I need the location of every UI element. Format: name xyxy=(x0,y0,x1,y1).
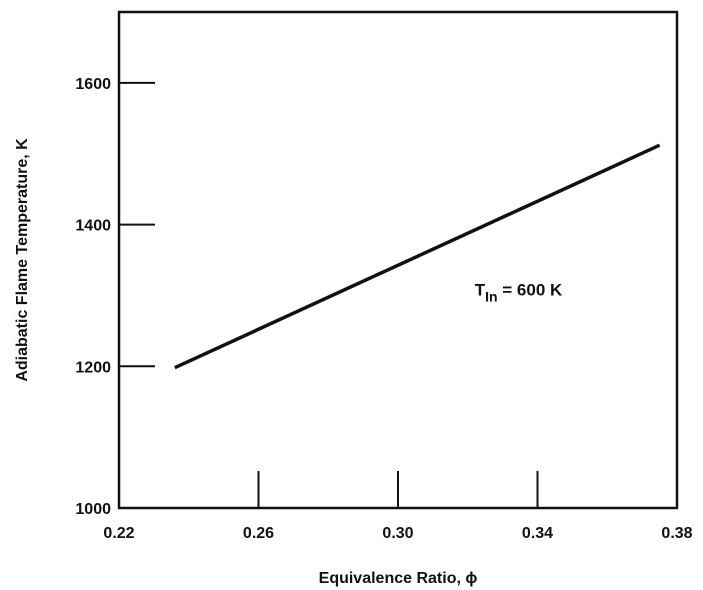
x-tick-label-0.34: 0.34 xyxy=(522,525,553,542)
y-tick-label-1200: 1200 xyxy=(75,359,111,376)
y-tick-label-1000: 1000 xyxy=(75,501,111,518)
y-axis-ticks xyxy=(119,81,155,368)
annotation-rest: = 600 K xyxy=(498,280,563,299)
x-axis-tick-labels: 0.22 0.26 0.30 0.34 0.38 xyxy=(103,525,692,542)
x-axis-title: Equivalence Ratio, ϕ xyxy=(319,570,478,587)
annotation-main: T xyxy=(475,280,486,299)
y-axis-tick-labels: 1000 1200 1400 1600 xyxy=(75,76,111,518)
x-tick-label-0.26: 0.26 xyxy=(243,525,274,542)
x-axis-ticks xyxy=(257,471,539,508)
y-axis-title: Adiabatic Flame Temperature, K xyxy=(14,138,31,382)
plot-frame xyxy=(117,10,679,510)
x-tick-label-0.30: 0.30 xyxy=(382,525,413,542)
x-tick-label-0.22: 0.22 xyxy=(103,525,134,542)
y-tick-label-1600: 1600 xyxy=(75,76,111,93)
series-line-0 xyxy=(174,143,661,370)
series-group xyxy=(174,143,661,370)
y-tick-label-1400: 1400 xyxy=(75,218,111,235)
x-tick-label-0.38: 0.38 xyxy=(661,525,692,542)
annotation-subscript: In xyxy=(485,288,497,304)
annotation-inlet-temperature: TIn = 600 K xyxy=(475,280,563,304)
